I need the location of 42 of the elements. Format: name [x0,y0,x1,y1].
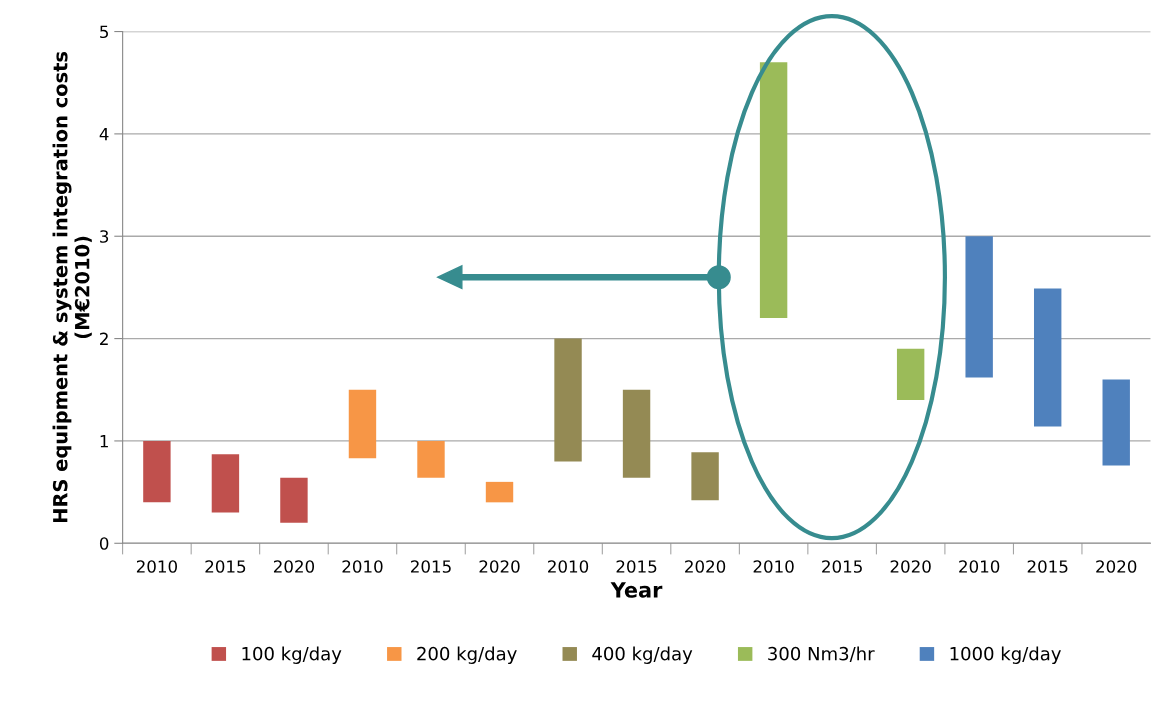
bar [211,454,240,513]
bar [417,440,445,478]
bar [622,389,651,478]
bar [1033,288,1062,427]
bar [1102,379,1130,466]
bar [965,236,993,378]
legend-label: 1000 kg/day [950,646,1061,664]
legend-label: 300 Nm3/hr [768,646,875,662]
y-tick-label: 2 [100,332,108,345]
x-tick-label: 2010 [548,560,589,573]
y-axis-title: HRS equipment & system integration costs (M€2010) [52,51,92,523]
y-tick-label: 0 [99,537,109,550]
x-tick-label: 2010 [753,560,794,573]
x-tick-label: 2020 [685,560,726,573]
legend-label: 100 kg/day [242,646,342,664]
bar [485,481,514,503]
legend-label: 200 kg/day [417,646,517,664]
bar [896,348,925,400]
x-tick-label: 2015 [822,560,862,573]
bar [348,389,377,459]
y-tick-label: 4 [99,128,109,141]
x-axis-title: Year [610,582,663,598]
x-tick-label: 2015 [616,560,657,573]
bar [759,62,788,319]
y-tick-label: 5 [100,25,108,39]
x-tick-label: 2020 [1096,560,1137,573]
x-tick-label: 2010 [342,560,383,573]
legend-label: 400 kg/day [592,646,693,664]
x-tick-label: 2010 [136,560,177,573]
bar [554,338,582,462]
x-tick-label: 2010 [959,560,1000,573]
bar [691,452,719,501]
x-tick-label: 2020 [890,560,931,573]
x-tick-label: 2015 [205,560,246,573]
x-tick-label: 2015 [411,560,451,573]
y-tick-label: 3 [100,230,109,243]
bar [280,477,308,523]
x-tick-label: 2020 [479,560,520,573]
bar [143,440,171,503]
x-tick-label: 2020 [273,560,315,573]
x-tick-label: 2015 [1027,560,1068,573]
y-tick-label: 1 [100,435,108,448]
